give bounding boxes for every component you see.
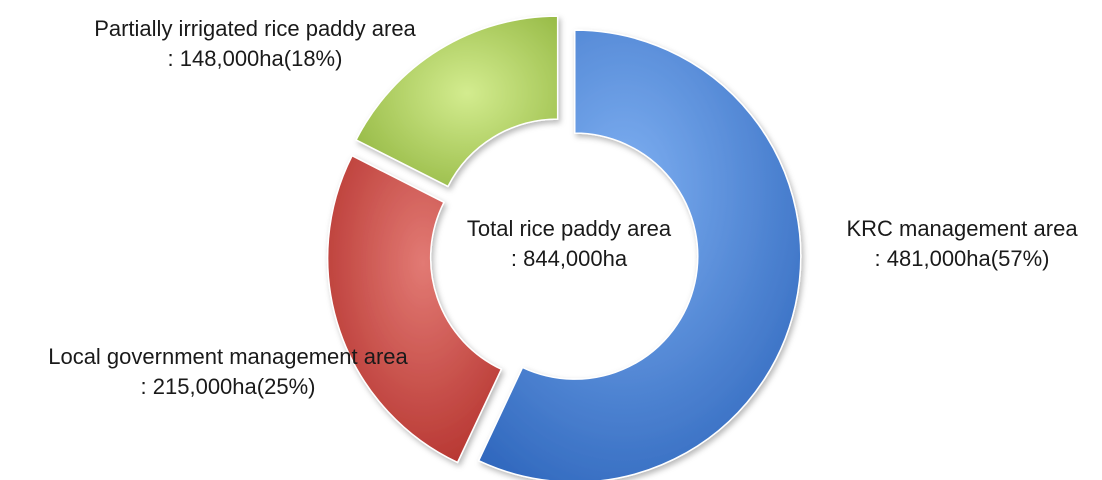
slice-name: Local government management area [48,344,408,369]
slice-krc [477,29,802,480]
slice-label-partially-irrigated: Partially irrigated rice paddy area : 14… [94,14,416,74]
center-title: Total rice paddy area [466,216,672,241]
slice-value: : 148,000ha(18%) [167,46,343,71]
slice-label-local-government: Local government management area : 215,0… [48,342,408,402]
center-label: Total rice paddy area : 844,000ha [467,214,671,274]
center-value: : 844,000ha [510,246,628,271]
slice-name: KRC management area [846,216,1078,241]
slice-value: : 481,000ha(57%) [874,246,1050,271]
slice-label-krc: KRC management area : 481,000ha(57%) [846,214,1077,274]
slice-value: : 215,000ha(25%) [140,374,316,399]
slice-name: Partially irrigated rice paddy area [94,16,416,41]
slice-local-government [326,154,503,464]
slice-partially-irrigated [355,15,559,188]
